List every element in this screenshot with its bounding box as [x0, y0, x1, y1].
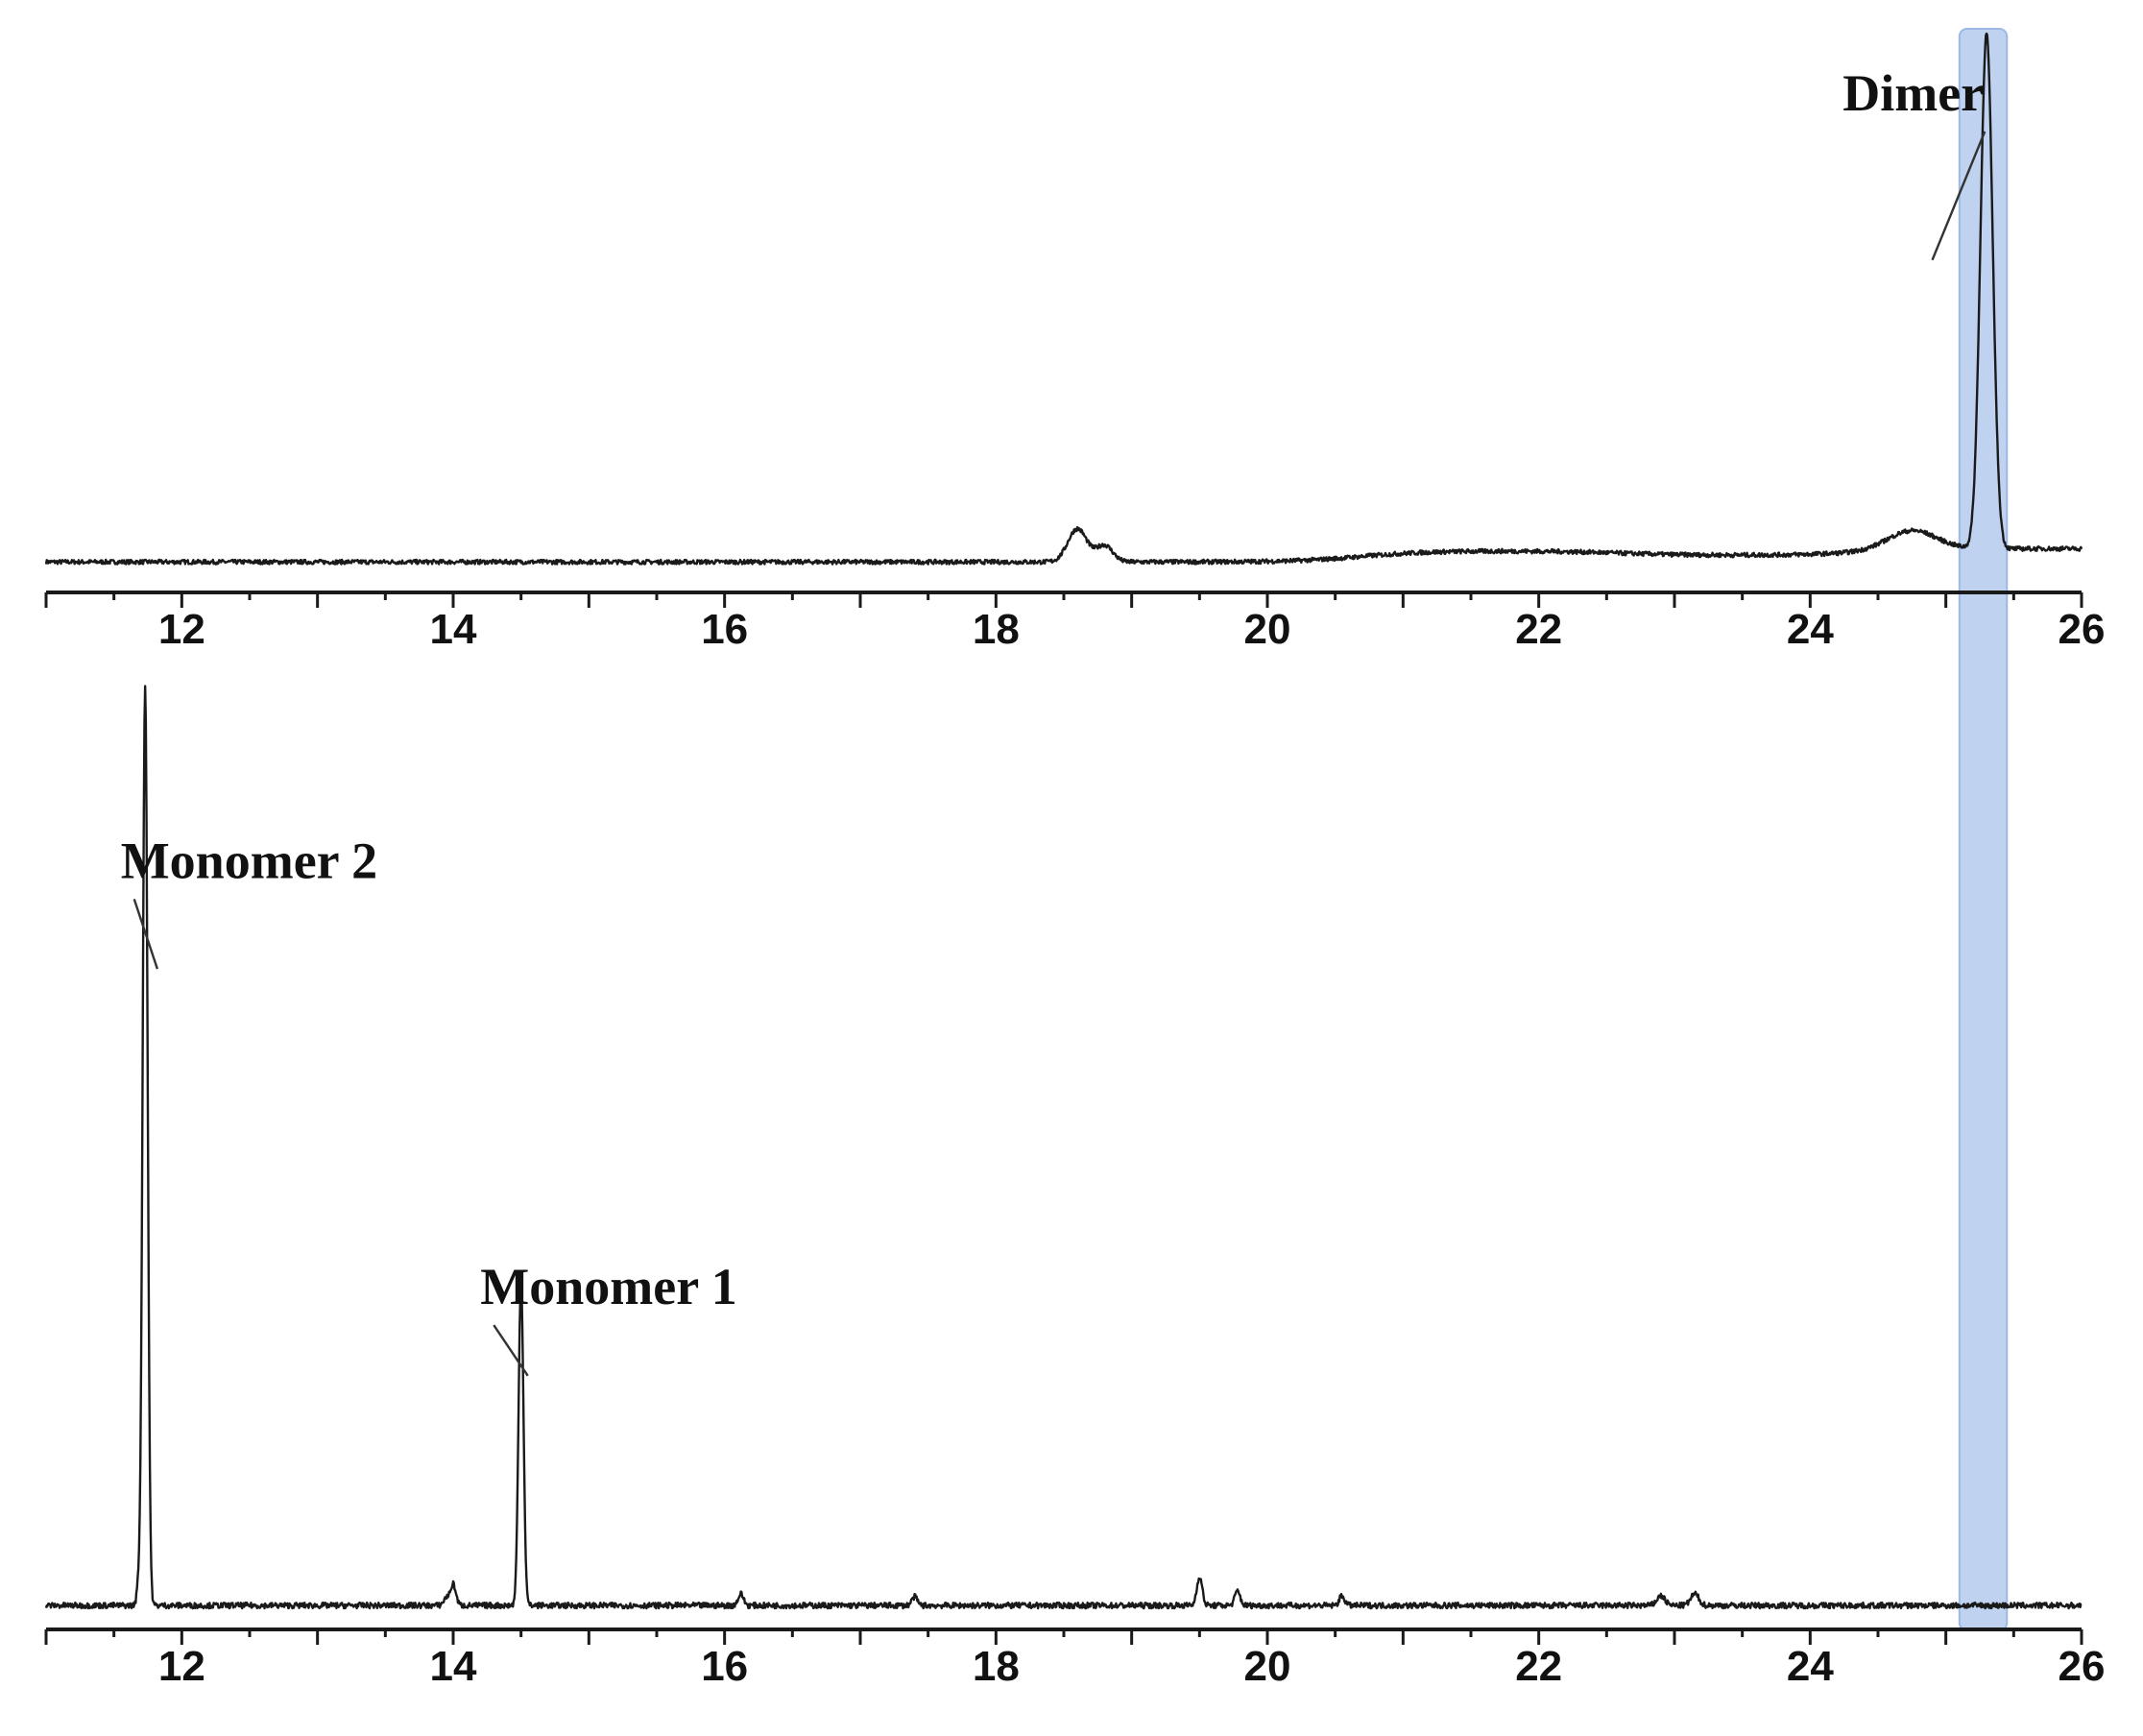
top-annotation-leader-line	[1931, 131, 1986, 261]
bottom-annotation-leader-line	[132, 898, 159, 970]
bottom-chromatogram-panel: 12 14 16 18 20 22 24 26 Monomer 2 Monomer 1	[44, 685, 2106, 1690]
bottom-peak-annotation: Monomer 2	[121, 832, 377, 889]
dimer-highlight-band	[1958, 28, 2009, 1631]
top-chromatogram-panel: 12 14 16 18 20 22 24 26 Dimer	[44, 32, 2106, 653]
top-x-tick-label: 22	[1515, 606, 1562, 653]
top-chromatogram-trace	[44, 32, 2083, 566]
top-x-tick-label: 14	[430, 606, 477, 653]
top-x-tick-label: 16	[701, 606, 748, 653]
bottom-x-tick-label: 26	[2059, 1643, 2106, 1690]
bottom-peak-annotation: Monomer 1	[480, 1258, 736, 1315]
bottom-x-tick-label: 14	[430, 1643, 477, 1690]
top-x-tick-label: 12	[158, 606, 205, 653]
bottom-x-tick-label: 16	[701, 1643, 748, 1690]
top-x-tick-label: 18	[973, 606, 1020, 653]
bottom-x-tick-label: 12	[158, 1643, 205, 1690]
top-peak-annotation: Dimer	[1842, 64, 1984, 122]
bottom-chromatogram-trace	[44, 685, 2083, 1610]
bottom-x-tick-label: 18	[973, 1643, 1020, 1690]
top-x-tick-label: 24	[1787, 606, 1834, 653]
bottom-x-tick-label: 24	[1787, 1643, 1834, 1690]
bottom-x-tick-label: 22	[1515, 1643, 1562, 1690]
bottom-annotation-leader-line	[493, 1324, 529, 1377]
top-x-tick-label: 26	[2059, 606, 2106, 653]
bottom-x-tick-label: 20	[1244, 1643, 1291, 1690]
top-x-tick-label: 20	[1244, 606, 1291, 653]
